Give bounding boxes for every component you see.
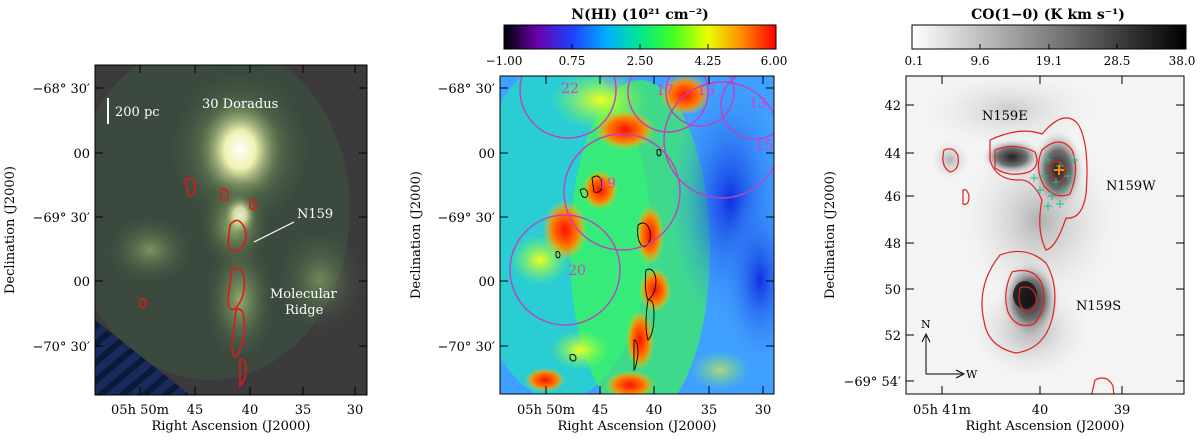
x-tick-label: 35 xyxy=(701,403,718,418)
scale-bar-label: 200 pc xyxy=(115,105,160,120)
y-tick-label: 48 xyxy=(884,237,901,252)
panel1-ticks xyxy=(95,65,367,395)
y-tick-label: 42 xyxy=(884,99,901,114)
x-axis-label: Right Ascension (J2000) xyxy=(557,419,716,434)
y-tick-label: −70° 30′ xyxy=(437,340,495,355)
x-tick-label: 05h 50m xyxy=(517,403,575,418)
x-axis-label: Right Ascension (J2000) xyxy=(965,419,1124,434)
panel-hi-column-density: N(HI) (10²¹ cm⁻²) −1.00 0.75 2.50 4.25 6… xyxy=(409,7,788,434)
y-axis-label: Declination (J2000) xyxy=(823,171,838,299)
colorbar-title: N(HI) (10²¹ cm⁻²) xyxy=(571,7,708,23)
n159-pointer xyxy=(253,221,295,243)
panel3-ticks xyxy=(906,76,1184,394)
label-n159: N159 xyxy=(297,207,333,222)
shell-label: 15 xyxy=(755,138,773,154)
y-tick-label: 00 xyxy=(73,147,90,162)
x-tick-label: 05h 41m xyxy=(913,403,971,418)
y-tick-label: 00 xyxy=(478,147,495,162)
label-n159w: N159W xyxy=(1106,179,1156,194)
panel3-y-tick-labels: 42 44 46 48 50 52 −69° 54′ xyxy=(843,99,901,390)
label-n159s: N159S xyxy=(1076,299,1121,314)
label-molecular: Molecular xyxy=(270,287,338,302)
y-axis-label: Declination (J2000) xyxy=(3,166,18,294)
colorbar-tick-label: 19.1 xyxy=(1036,54,1063,68)
co-contours-red xyxy=(942,117,1115,394)
shell-label: 16 xyxy=(697,83,715,99)
y-tick-label: 46 xyxy=(884,190,901,205)
colorbar-tick-label: 6.00 xyxy=(761,54,788,68)
x-tick-label: 05h 50m xyxy=(111,403,169,418)
co-map xyxy=(906,76,1184,394)
y-axis-label: Declination (J2000) xyxy=(409,171,424,299)
colorbar-tick-label: 0.75 xyxy=(559,54,586,68)
x-tick-label: 39 xyxy=(1114,403,1131,418)
x-tick-label: 40 xyxy=(646,403,663,418)
colorbar-tick-label: 4.25 xyxy=(695,54,722,68)
star-marker xyxy=(1054,165,1064,175)
x-tick-label: 30 xyxy=(347,403,364,418)
x-axis-label: Right Ascension (J2000) xyxy=(151,419,310,434)
y-tick-label: 44 xyxy=(884,147,901,162)
compass-north: N xyxy=(921,318,931,331)
co-contours-hi xyxy=(555,149,662,372)
label-ridge: Ridge xyxy=(285,303,324,318)
shell-label: 20 xyxy=(568,263,586,279)
panel1-x-tick-labels: 05h 50m 45 40 35 30 xyxy=(111,403,363,418)
optical-image xyxy=(95,65,367,395)
y-tick-label: 00 xyxy=(73,275,90,290)
panel1-y-tick-labels: −68° 30′ 00 −69° 30′ 00 −70° 30′ xyxy=(32,82,90,355)
panel3-x-tick-labels: 05h 41m 40 39 xyxy=(913,403,1130,418)
panel-co-map: CO(1−0) (K km s⁻¹) 0.1 9.6 19.1 28.5 38.… xyxy=(823,7,1195,434)
y-tick-label: 52 xyxy=(884,329,901,344)
colorbar-tick-label: −1.00 xyxy=(486,54,523,68)
label-30-doradus: 30 Doradus xyxy=(202,97,278,112)
shell-label: 13 xyxy=(749,96,767,112)
colorbar-tick-labels: 0.1 9.6 19.1 28.5 38.0 xyxy=(904,54,1195,68)
x-tick-label: 35 xyxy=(295,403,312,418)
y-tick-label: −68° 30′ xyxy=(437,82,495,97)
x-tick-label: 45 xyxy=(187,403,204,418)
x-tick-label: 40 xyxy=(1032,403,1049,418)
y-tick-label: −69° 30′ xyxy=(437,211,495,226)
shell-circles xyxy=(509,76,774,326)
shell-label: 17 xyxy=(656,83,674,99)
colorbar-tick-label: 38.0 xyxy=(1169,54,1196,68)
colorbar-title: CO(1−0) (K km s⁻¹) xyxy=(971,7,1125,23)
compass-west: W xyxy=(966,368,978,381)
colorbar-ticks xyxy=(979,44,1118,49)
panel2-ticks xyxy=(500,76,774,394)
shell-label: 19 xyxy=(598,176,616,192)
colorbar-tick-label: 9.6 xyxy=(970,54,989,68)
y-tick-label: −68° 30′ xyxy=(32,82,90,97)
co-contours xyxy=(139,177,257,388)
y-tick-label: −69° 54′ xyxy=(843,375,901,390)
colorbar-tick-labels: −1.00 0.75 2.50 4.25 6.00 xyxy=(486,54,788,68)
panel-optical-image: −68° 30′ 00 −69° 30′ 00 −70° 30′ 05h 50m… xyxy=(3,64,368,434)
y-tick-label: 00 xyxy=(478,275,495,290)
shell-labels: 22 17 16 13 15 19 20 xyxy=(561,81,773,279)
hi-map: 22 17 16 13 15 19 20 xyxy=(500,76,774,394)
panel2-x-tick-labels: 05h 50m 45 40 35 30 xyxy=(517,403,771,418)
colorbar-tick-label: 0.1 xyxy=(904,54,923,68)
label-n159e: N159E xyxy=(982,109,1028,124)
x-tick-label: 30 xyxy=(755,403,772,418)
x-tick-label: 45 xyxy=(592,403,609,418)
y-tick-label: −69° 30′ xyxy=(32,211,90,226)
compass: N W xyxy=(921,318,978,381)
colorbar-ticks xyxy=(571,44,709,49)
panel2-y-tick-labels: −68° 30′ 00 −69° 30′ 00 −70° 30′ xyxy=(437,82,495,355)
x-tick-label: 40 xyxy=(242,403,259,418)
colorbar-tick-label: 28.5 xyxy=(1104,54,1131,68)
shell-label: 22 xyxy=(561,81,579,97)
colorbar-tick-label: 2.50 xyxy=(627,54,654,68)
y-tick-label: −70° 30′ xyxy=(32,340,90,355)
y-tick-label: 50 xyxy=(884,283,901,298)
